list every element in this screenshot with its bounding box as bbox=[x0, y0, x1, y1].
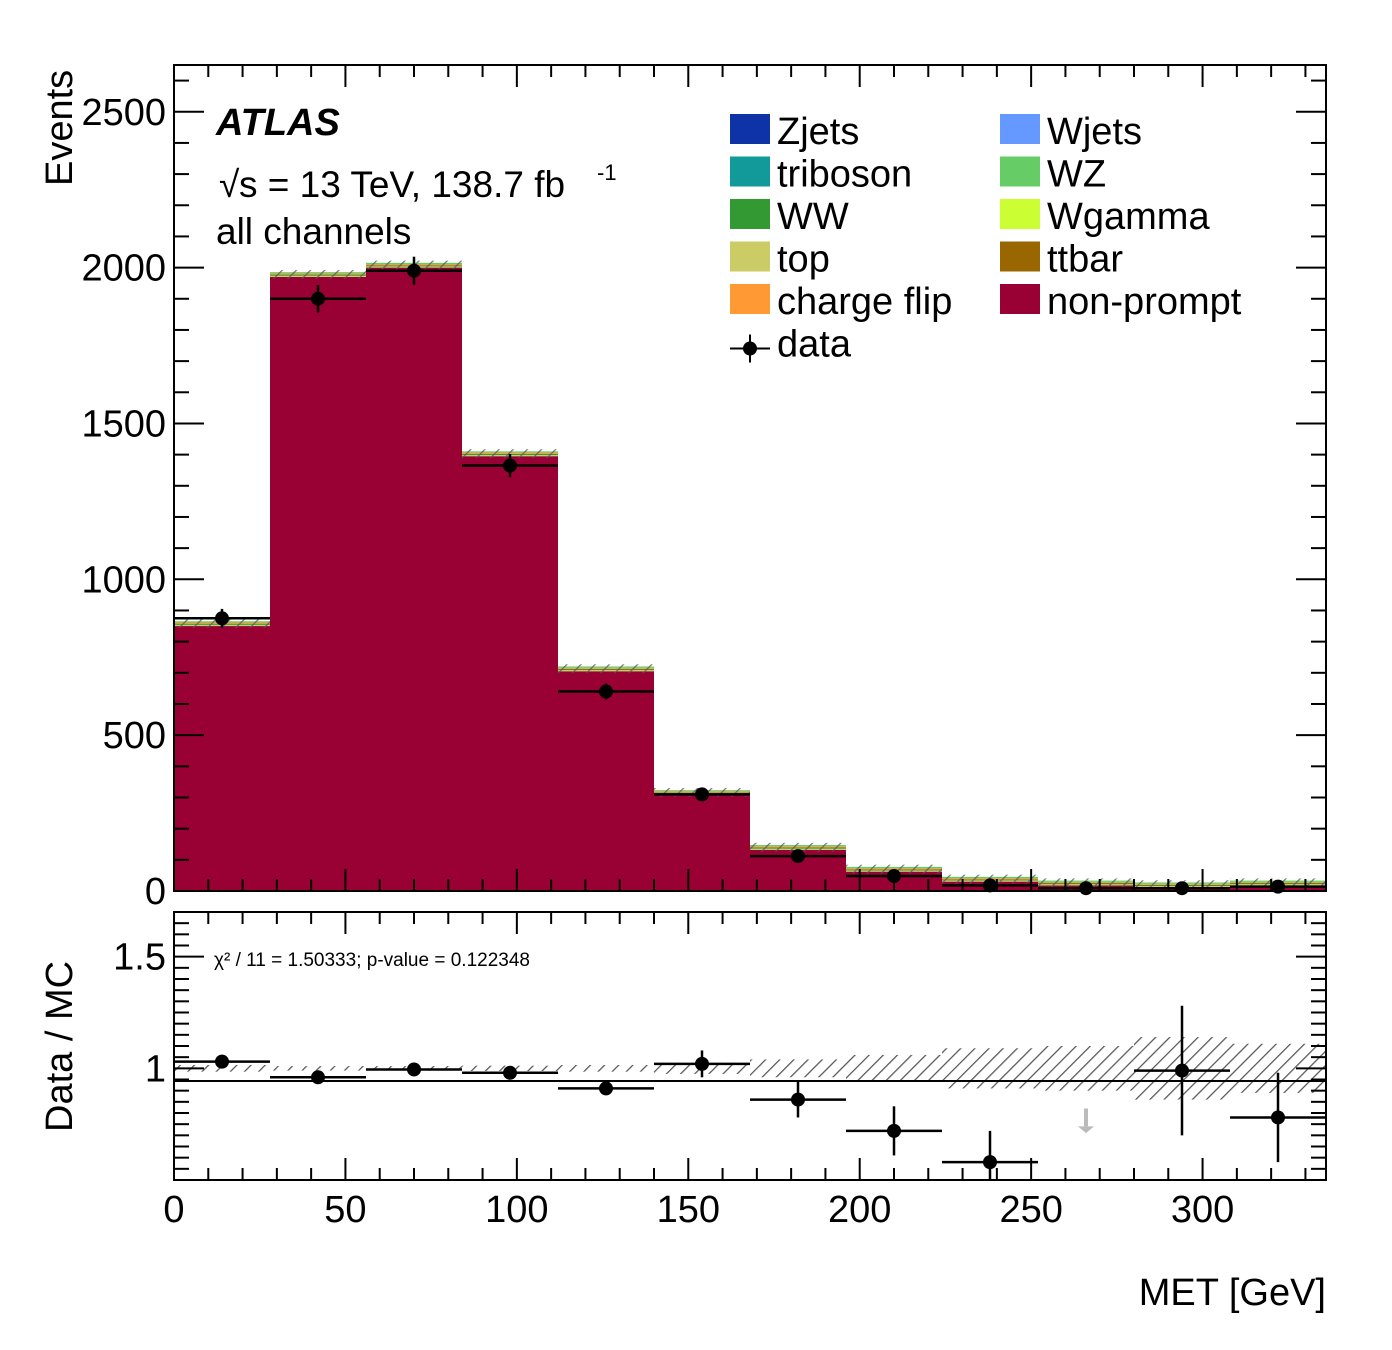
energy-label: √ s = 13 TeV, 138.7 fb -1 bbox=[219, 160, 617, 205]
data-point bbox=[407, 263, 421, 278]
energy-text: s = 13 TeV, 138.7 fb bbox=[239, 164, 565, 205]
ratio-band-bin bbox=[846, 1054, 942, 1082]
data-point bbox=[887, 869, 901, 884]
x-tick-label: 50 bbox=[324, 1189, 366, 1231]
ratio-y-tick-label: 1.5 bbox=[113, 937, 166, 979]
bar-non-prompt bbox=[654, 794, 750, 891]
ratio-panel: 11.5 Data / MC χ² / 11 = 1.50333; p-valu… bbox=[39, 911, 1327, 1181]
bar-non-prompt bbox=[558, 671, 654, 891]
bar-non-prompt bbox=[366, 267, 462, 891]
data-point bbox=[1079, 881, 1093, 896]
legend-swatch bbox=[1000, 114, 1040, 144]
legend-label: WW bbox=[777, 196, 849, 238]
main-y-tick-labels: 0 500 1000 1500 2000 2500 bbox=[81, 92, 166, 913]
x-tick-label: 250 bbox=[999, 1189, 1062, 1231]
main-panel: 0 500 1000 1500 2000 2500 Events ATLAS √ s = … bbox=[39, 64, 1327, 913]
data-point bbox=[503, 458, 517, 473]
ratio-uncertainty-band bbox=[174, 1037, 1326, 1100]
legend-label: WZ bbox=[1047, 154, 1106, 196]
ratio-point bbox=[215, 1054, 229, 1069]
ratio-band-bin bbox=[270, 1066, 366, 1071]
ratio-band-bin bbox=[558, 1064, 654, 1072]
y-axis-label: Events bbox=[39, 70, 81, 186]
legend-swatch bbox=[730, 284, 770, 314]
ratio-point bbox=[599, 1081, 613, 1096]
data-point bbox=[311, 291, 325, 306]
ratio-points bbox=[174, 1005, 1326, 1180]
x-axis-label: MET [GeV] bbox=[1139, 1272, 1326, 1314]
x-tick-label: 200 bbox=[828, 1189, 891, 1231]
uncertainty-hatch bbox=[558, 664, 654, 674]
legend-swatch bbox=[730, 199, 770, 229]
ratio-y-tick-labels: 11.5 bbox=[113, 937, 166, 1091]
ratio-ticks bbox=[173, 911, 1326, 1181]
sqrt-symbol: √ bbox=[219, 164, 240, 205]
legend-swatch bbox=[730, 114, 770, 144]
stacked-histogram bbox=[174, 262, 1326, 891]
legend-data-marker bbox=[743, 341, 757, 356]
ratio-point bbox=[311, 1070, 325, 1085]
legend-swatch bbox=[730, 241, 770, 272]
y-tick-label: 1500 bbox=[81, 403, 166, 445]
chi2-annotation: χ² / 11 = 1.50333; p-value = 0.122348 bbox=[214, 950, 530, 971]
y-tick-label: 500 bbox=[103, 715, 166, 757]
main-ticks bbox=[173, 65, 1326, 892]
bar-non-prompt bbox=[270, 276, 366, 891]
ratio-point bbox=[695, 1056, 709, 1071]
legend-label: ttbar bbox=[1047, 239, 1123, 281]
data-point bbox=[983, 878, 997, 893]
ratio-point bbox=[407, 1062, 421, 1077]
y-tick-label: 1000 bbox=[81, 559, 166, 601]
legend-swatch bbox=[1000, 199, 1040, 229]
ratio-point bbox=[983, 1155, 997, 1170]
ratio-point bbox=[503, 1065, 517, 1080]
data-point bbox=[695, 787, 709, 802]
uncertainty-hatch bbox=[750, 842, 846, 852]
ratio-point bbox=[887, 1123, 901, 1138]
legend-swatch bbox=[1000, 284, 1040, 314]
legend-label: Wgamma bbox=[1047, 196, 1210, 238]
legend-label: Wjets bbox=[1047, 111, 1142, 153]
legend-label: triboson bbox=[777, 154, 912, 196]
data-point bbox=[215, 611, 229, 626]
channel-label: all channels bbox=[216, 211, 411, 252]
ratio-y-axis-label: Data / MC bbox=[39, 961, 81, 1132]
uncertainty-hatch bbox=[462, 449, 558, 459]
x-tick-label: 0 bbox=[163, 1189, 184, 1231]
main-frame bbox=[173, 64, 1327, 892]
y-tick-label: 2000 bbox=[81, 248, 166, 290]
legend-swatch bbox=[730, 156, 770, 187]
legend-swatch bbox=[1000, 241, 1040, 272]
legend-label: non-prompt bbox=[1047, 281, 1242, 323]
bar-non-prompt bbox=[174, 626, 270, 891]
x-tick-labels: 0 50 100 150 200 250 300 bbox=[163, 1189, 1234, 1231]
experiment-label: ATLAS bbox=[215, 102, 340, 144]
y-tick-label: 0 bbox=[145, 871, 166, 913]
data-point bbox=[599, 684, 613, 699]
data-point bbox=[1175, 881, 1189, 896]
x-tick-label: 100 bbox=[485, 1189, 548, 1231]
legend-label: charge flip bbox=[777, 281, 952, 323]
legend-label: Zjets bbox=[777, 111, 859, 153]
ratio-y-tick-label: 1 bbox=[145, 1048, 166, 1090]
legend: Zjets Wjets triboson WZ WW Wgamma top ttbar char… bbox=[730, 111, 1242, 366]
ratio-band-bin bbox=[750, 1059, 846, 1078]
bar-non-prompt bbox=[462, 456, 558, 891]
lumi-exponent: -1 bbox=[597, 160, 617, 185]
x-tick-label: 150 bbox=[657, 1189, 720, 1231]
legend-label: data bbox=[777, 324, 852, 366]
ratio-band-bin bbox=[1038, 1046, 1134, 1091]
x-tick-label: 300 bbox=[1171, 1189, 1234, 1231]
ratio-point bbox=[1271, 1110, 1285, 1125]
uncertainty-hatch bbox=[270, 269, 366, 279]
ratio-point bbox=[791, 1092, 805, 1107]
legend-label: top bbox=[777, 239, 830, 281]
ratio-point bbox=[1175, 1063, 1189, 1078]
ratio-band-bin bbox=[942, 1048, 1038, 1089]
legend-swatch bbox=[1000, 156, 1040, 187]
out-of-range-arrow-head bbox=[1078, 1126, 1094, 1134]
y-tick-label: 2500 bbox=[81, 92, 166, 134]
data-point bbox=[791, 849, 805, 864]
